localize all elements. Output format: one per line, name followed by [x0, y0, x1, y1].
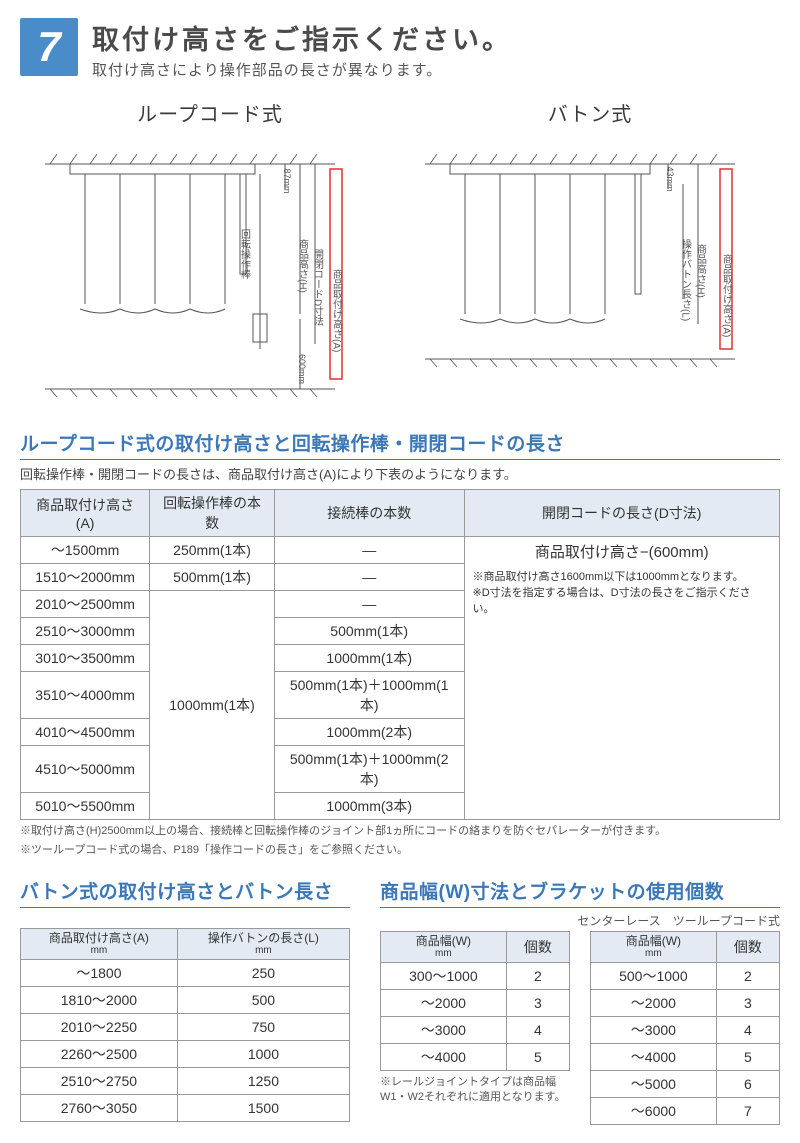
t1-a: 〜1500mm	[21, 537, 150, 564]
table-row: 1810〜2000	[21, 986, 178, 1013]
table-row: 2010〜2500mm	[21, 591, 150, 618]
svg-text:商品高さ(H): 商品高さ(H)	[695, 243, 707, 298]
svg-text:開閉コードD寸法: 開閉コードD寸法	[312, 249, 324, 327]
th-baton-l: 操作バトンの長さ(L)mm	[177, 928, 349, 959]
table-row: 3010〜3500mm	[21, 645, 150, 672]
table-row: 2510〜2750	[21, 1067, 178, 1094]
svg-text:87mm: 87mm	[282, 168, 292, 193]
diagrams-row: ループコード式	[20, 98, 780, 399]
section2-title: バトン式の取付け高さとバトン長さ	[20, 877, 350, 908]
section1-note2: ※ツーループコード式の場合、P189「操作コードの長さ」をご参照ください。	[20, 843, 780, 858]
baton-diagram-title: バトン式	[425, 98, 755, 127]
table-row: 〜3000	[381, 1016, 507, 1043]
table-row: 〜2000	[381, 989, 507, 1016]
table-row: 4010〜4500mm	[21, 719, 150, 746]
th-rod-count: 回転操作棒の本数	[150, 490, 275, 537]
table-row: 2260〜2500	[21, 1040, 178, 1067]
svg-text:600mm: 600mm	[297, 354, 307, 384]
section3-note: ※レールジョイントタイプは商品幅W1・W2それぞれに適用となります。	[380, 1075, 570, 1106]
svg-text:商品高さ(H): 商品高さ(H)	[297, 238, 309, 293]
table-row: 1510〜2000mm	[21, 564, 150, 591]
cord-length-cell: 商品取付け高さ−(600mm) ※商品取付け高さ1600mm以下は1000mmと…	[464, 537, 780, 820]
table-row: 〜4000	[591, 1043, 717, 1070]
table-row: 2760〜3050	[21, 1094, 178, 1121]
step-number-badge: 7	[20, 18, 78, 76]
section3-title: 商品幅(W)寸法とブラケットの使用個数	[380, 877, 780, 908]
table-row: 4510〜5000mm	[21, 746, 150, 793]
section3-sublabel: センターレース ツーループコード式	[380, 912, 780, 929]
svg-text:43mm: 43mm	[665, 166, 675, 191]
loop-cord-table: 商品取付け高さ(A) 回転操作棒の本数 接続棒の本数 開閉コードの長さ(D寸法)…	[20, 489, 780, 820]
svg-text:商品取付け高さ(A): 商品取付け高さ(A)	[721, 253, 733, 338]
baton-diagram: 43mm 操作バトン長さ(L) 商品高さ(H) 商品取付け高さ(A)	[425, 139, 755, 399]
table-row: 〜6000	[591, 1097, 717, 1124]
table-row: 〜4000	[381, 1043, 507, 1070]
table-row: 3510〜4000mm	[21, 672, 150, 719]
th-count: 個数	[716, 931, 779, 962]
section1-sub: 回転操作棒・開閉コードの長さは、商品取付け高さ(A)により下表のようになります。	[20, 464, 780, 483]
t1-rod: 250mm(1本)	[150, 537, 275, 564]
page-title: 取付け高さをご指示ください。	[92, 18, 512, 57]
section1-title: ループコード式の取付け高さと回転操作棒・開閉コードの長さ	[20, 429, 780, 460]
th-conn-count: 接続棒の本数	[274, 490, 464, 537]
th-count: 個数	[506, 931, 569, 962]
th-width-w: 商品幅(W)mm	[381, 931, 507, 962]
th-cord-d: 開閉コードの長さ(D寸法)	[464, 490, 780, 537]
loop-diagram-title: ループコード式	[45, 98, 375, 127]
th-width-w: 商品幅(W)mm	[591, 931, 717, 962]
table-row: 500〜1000	[591, 962, 717, 989]
svg-text:操作バトン長さ(L): 操作バトン長さ(L)	[680, 238, 692, 321]
table-row: 〜1800	[21, 959, 178, 986]
table-row: 5010〜5500mm	[21, 793, 150, 820]
svg-text:商品取付け高さ(A): 商品取付け高さ(A)	[331, 268, 343, 353]
step-header: 7 取付け高さをご指示ください。 取付け高さにより操作部品の長さが異なります。	[20, 18, 780, 80]
bracket-table-2: 商品幅(W)mm個数 500〜10002 〜20003 〜30004 〜4000…	[590, 931, 780, 1125]
table-row: 2010〜2250	[21, 1013, 178, 1040]
table-row: 〜5000	[591, 1070, 717, 1097]
loop-diagram: 87mm 回転操作棒 商品高さ(H) 開閉コードD寸法 商品取付け高さ(A) 6…	[45, 139, 375, 399]
section1-note1: ※取付け高さ(H)2500mm以上の場合、接続棒と回転操作棒のジョイント部1ヵ所…	[20, 824, 780, 839]
table-row: 〜2000	[591, 989, 717, 1016]
t1-conn: —	[274, 537, 464, 564]
table-row: 2510〜3000mm	[21, 618, 150, 645]
bracket-table-1: 商品幅(W)mm個数 300〜10002 〜20003 〜30004 〜4000…	[380, 931, 570, 1071]
page-subtitle: 取付け高さにより操作部品の長さが異なります。	[92, 59, 512, 80]
baton-length-table: 商品取付け高さ(A)mm 操作バトンの長さ(L)mm 〜1800250 1810…	[20, 928, 350, 1122]
th-height-a: 商品取付け高さ(A)	[21, 490, 150, 537]
table-row: 300〜1000	[381, 962, 507, 989]
table-row: 〜3000	[591, 1016, 717, 1043]
th-height-a: 商品取付け高さ(A)mm	[21, 928, 178, 959]
svg-text:回転操作棒: 回転操作棒	[239, 229, 251, 280]
